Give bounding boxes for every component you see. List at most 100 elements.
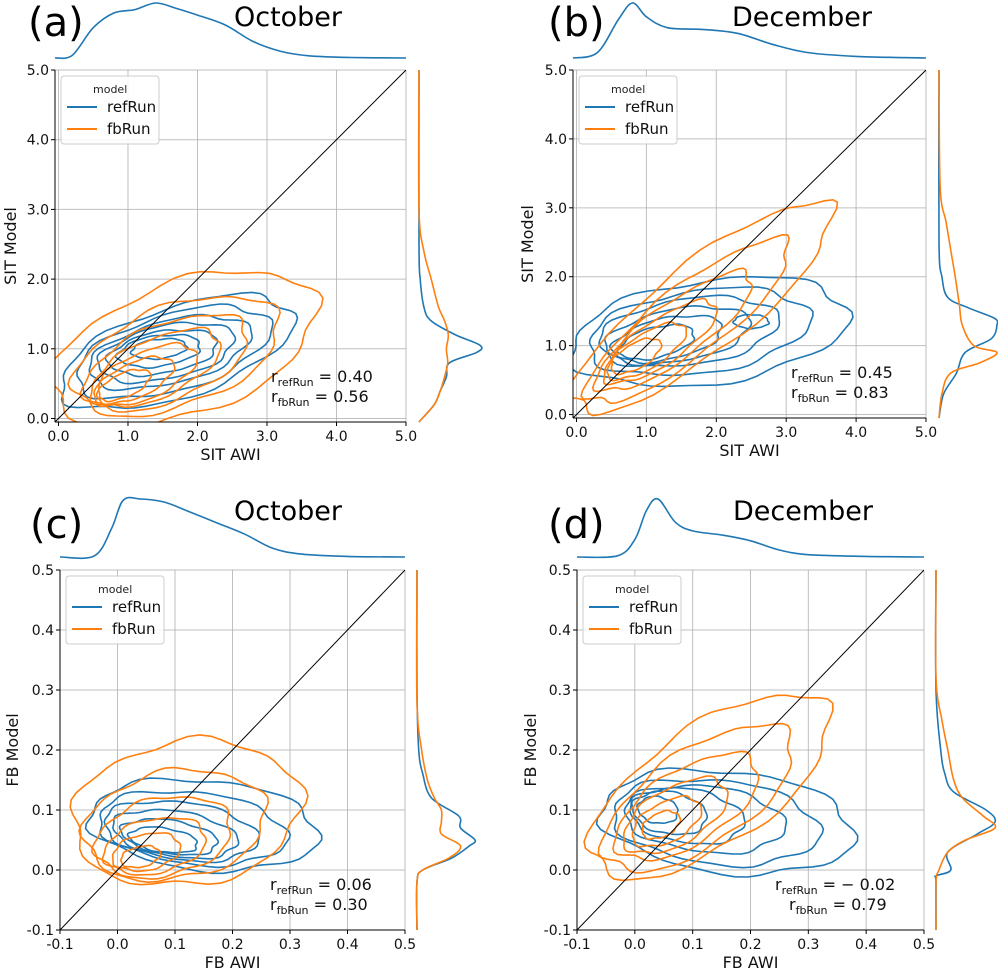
y-tick-label: 2.0 <box>545 270 567 286</box>
corr-refRun: rrefRun = 0.40 <box>271 367 373 389</box>
y-tick-label: 5.0 <box>545 63 567 79</box>
panel-label: (b) <box>548 0 605 46</box>
panel-title: October <box>234 496 343 527</box>
contour-fbRun <box>95 355 176 406</box>
contour-fbRun <box>79 314 249 413</box>
contour-refRun <box>623 784 788 855</box>
corr-fbRun: rfbRun = 0.79 <box>789 895 887 917</box>
x-axis-label: FB AWI <box>205 953 261 970</box>
legend-title: model <box>93 83 127 96</box>
y-axis-label: FB Model <box>3 713 22 786</box>
contour-fbRun <box>97 368 153 403</box>
x-axis-label: SIT AWI <box>719 441 779 460</box>
legend-entry-refRun: refRun <box>112 598 161 616</box>
contour-fbRun <box>119 844 162 869</box>
x-tick-label: 0.3 <box>279 937 301 953</box>
y-axis-label: SIT Model <box>1 207 20 285</box>
contour-refRun <box>96 321 237 385</box>
x-tick-label: -0.1 <box>563 937 590 953</box>
x-tick-label: 5.0 <box>915 425 937 441</box>
contour-fbRun <box>580 233 791 405</box>
marginal-right-fbRun <box>417 69 450 423</box>
corr-refRun: rrefRun = − 0.02 <box>775 875 895 897</box>
legend: model refRun fbRun <box>578 75 678 145</box>
contour-refRun <box>103 800 261 864</box>
legend-entry-refRun: refRun <box>625 98 674 116</box>
x-tick-label: 0.3 <box>797 937 819 953</box>
y-tick-label: 0.0 <box>545 408 567 424</box>
legend-frame <box>578 75 678 145</box>
contour-refRun <box>573 275 854 388</box>
x-tick-label: 0.2 <box>221 937 243 953</box>
x-tick-label: 2.0 <box>186 429 208 445</box>
contour-fbRun <box>583 694 834 882</box>
panel-c: -0.1 0.0 0.1 0.2 0.3 0.4 0.5 -0.1 0.0 0.1 0.2 0.3 0.… <box>3 496 477 970</box>
contour-fbRun <box>573 198 839 417</box>
panel-a: 0.0 1.0 2.0 3.0 4.0 5.0 0.0 1.0 2.0 3.0 4.0 5.0 SIT … <box>1 0 483 464</box>
y-tick-label: 0.4 <box>549 623 571 639</box>
legend-entry-fbRun: fbRun <box>625 120 669 138</box>
y-tick-label: 1.0 <box>545 339 567 355</box>
identity-line <box>577 570 924 930</box>
contour-fbRun <box>622 775 729 855</box>
y-tick-label: 1.0 <box>27 342 49 358</box>
contour-refRun <box>114 333 202 370</box>
y-tick-label: 0.1 <box>32 803 54 819</box>
corr-refRun: rrefRun = 0.06 <box>270 875 372 897</box>
contour-fbRun <box>641 809 682 840</box>
y-tick-label: 0.5 <box>549 563 571 579</box>
legend: model refRun fbRun <box>60 75 160 145</box>
y-tick-label: 0.0 <box>32 863 54 879</box>
x-tick-label: 0.4 <box>336 937 358 953</box>
x-tick-label: 3.0 <box>256 429 278 445</box>
legend-entry-fbRun: fbRun <box>629 620 673 638</box>
contour-refRun <box>732 313 771 330</box>
y-tick-label: 4.0 <box>27 133 49 149</box>
contour-fbRun <box>89 326 223 409</box>
corr-fbRun: rfbRun = 0.30 <box>270 895 368 917</box>
marginal-right-fbRun <box>938 69 998 419</box>
marginal-right-fbRun <box>415 569 462 931</box>
x-tick-label: 3.0 <box>775 425 797 441</box>
y-tick-label: 0.4 <box>32 623 54 639</box>
x-tick-label: 1.0 <box>635 425 657 441</box>
x-tick-label: 4.0 <box>325 429 347 445</box>
panel-title: December <box>733 496 874 527</box>
marginal-top-refRun <box>54 2 407 60</box>
marginal-top-refRun <box>572 2 927 59</box>
y-tick-label: 3.0 <box>27 202 49 218</box>
contour-refRun <box>603 304 753 367</box>
x-axis-label: FB AWI <box>723 953 779 970</box>
panel-title: December <box>732 2 873 33</box>
legend-entry-fbRun: fbRun <box>107 120 151 138</box>
y-tick-label: 3.0 <box>545 201 567 217</box>
contour-fbRun <box>91 796 232 880</box>
x-tick-label: 2.0 <box>705 425 727 441</box>
y-tick-label: 0.5 <box>32 563 54 579</box>
contour-fbRun <box>101 816 208 876</box>
x-tick-label: 0.0 <box>565 425 587 441</box>
identity-line <box>60 570 405 930</box>
y-axis-label: SIT Model <box>518 205 537 283</box>
contour-fbRun <box>602 297 719 386</box>
legend-entry-fbRun: fbRun <box>112 620 156 638</box>
plot-area <box>573 70 926 418</box>
y-tick-label: 0.0 <box>549 863 571 879</box>
x-tick-label: 0.4 <box>855 937 877 953</box>
legend-title: model <box>611 83 645 96</box>
y-axis-label: FB Model <box>521 713 540 786</box>
legend-entry-refRun: refRun <box>107 98 156 116</box>
panel-label: (a) <box>28 0 84 46</box>
x-tick-label: 0.0 <box>106 937 128 953</box>
contour-refRun <box>99 790 292 869</box>
x-tick-label: 1.0 <box>117 429 139 445</box>
y-tick-label: 0.3 <box>549 683 571 699</box>
panel-title: October <box>234 2 343 33</box>
contour-fbRun <box>606 321 688 382</box>
y-tick-label: 0.2 <box>32 743 54 759</box>
contour-fbRun <box>591 267 753 393</box>
x-tick-label: 0.2 <box>739 937 761 953</box>
plot-area <box>60 570 405 930</box>
